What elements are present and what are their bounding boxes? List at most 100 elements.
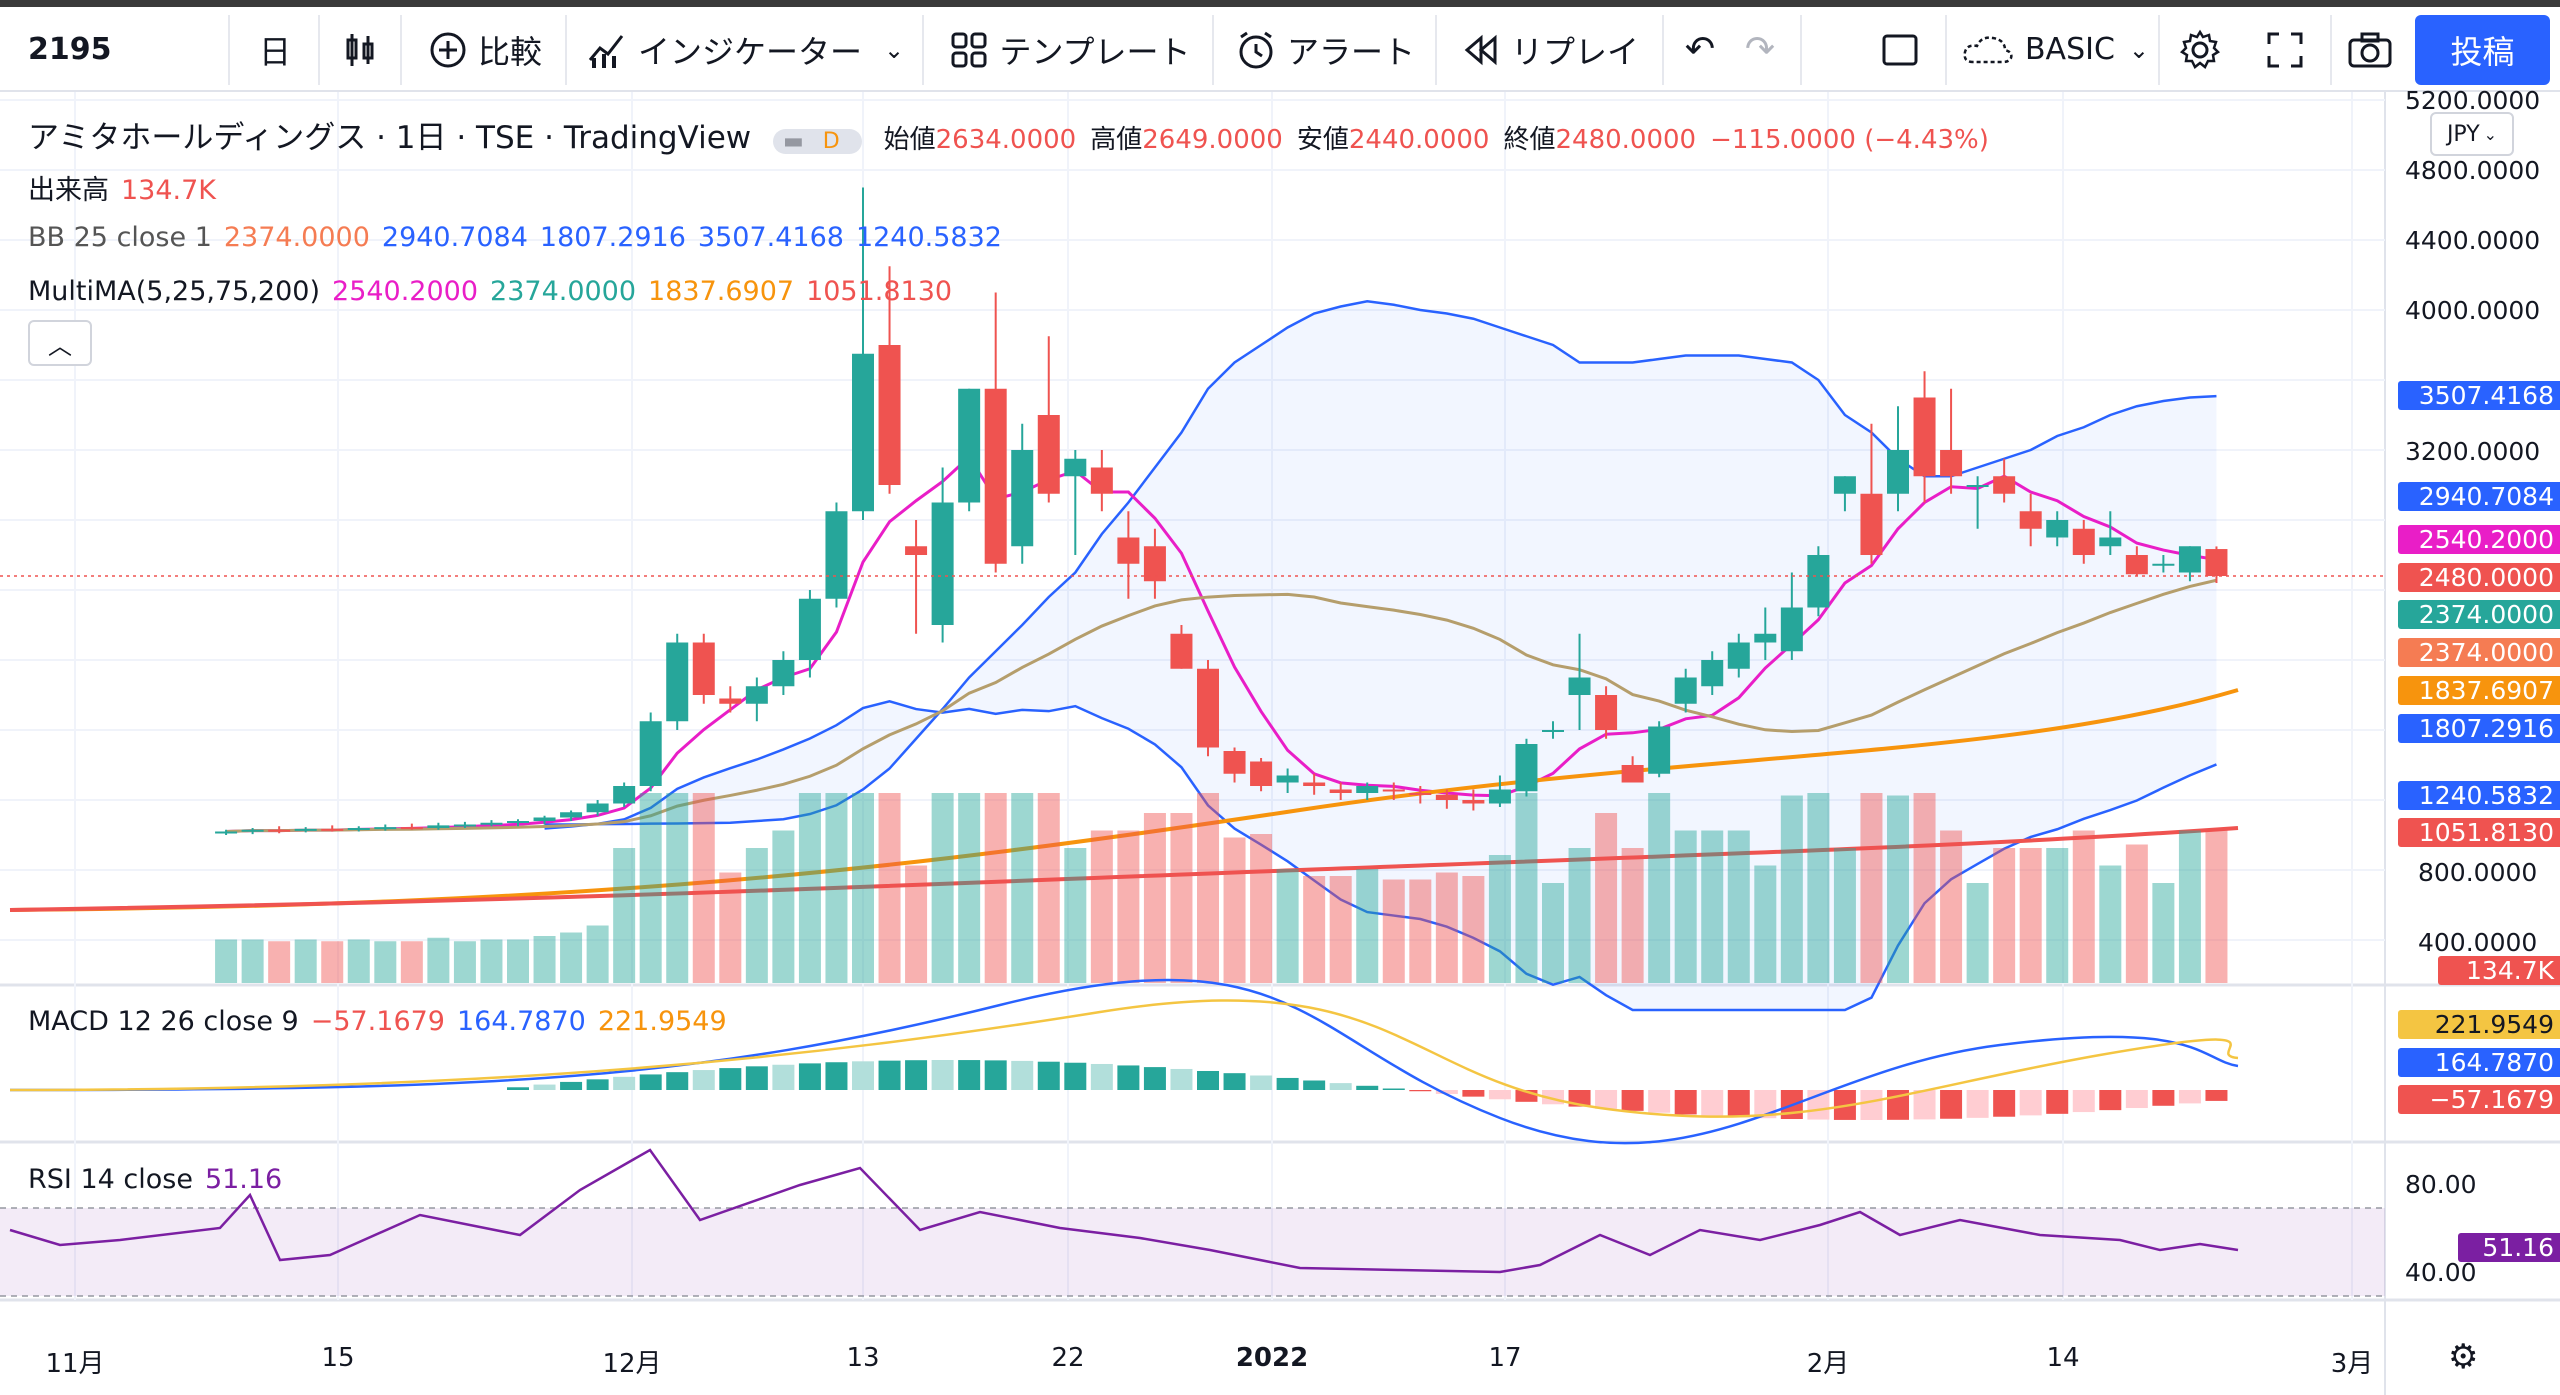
- candle-body: [2019, 511, 2042, 529]
- multima-label: MultiMA(5,25,75,200): [28, 276, 321, 307]
- ma5-line: [226, 454, 2217, 833]
- candle-body: [1701, 660, 1724, 687]
- layout-button[interactable]: BASIC ⌄: [1955, 7, 2155, 92]
- candle-body: [2046, 520, 2069, 538]
- candle-body: [1170, 633, 1193, 669]
- macd-histogram-bar: [1754, 1090, 1777, 1119]
- chart-canvas[interactable]: [0, 92, 2560, 1395]
- macd-histogram-bar: [1409, 1090, 1432, 1092]
- fullscreen-button[interactable]: [2250, 7, 2320, 92]
- publish-button[interactable]: 投稿: [2415, 15, 2550, 85]
- macd-histogram-bar: [825, 1062, 848, 1090]
- macd-value: 164.7870: [456, 1006, 586, 1037]
- candle-body: [400, 827, 423, 830]
- volume-legend[interactable]: 出来高 134.7K: [28, 168, 228, 207]
- ma200-line: [9, 826, 2239, 912]
- gear-icon: [2179, 29, 2221, 69]
- volume-bar: [1197, 793, 1219, 983]
- candle-body: [1329, 789, 1352, 793]
- price-axis-label: 3200.0000: [2405, 437, 2541, 466]
- macd-badge: 221.9549: [2398, 1010, 2560, 1039]
- interval-button[interactable]: 日: [235, 7, 315, 92]
- volume-bar: [1860, 793, 1883, 983]
- replay-button[interactable]: リプレイ: [1450, 7, 1650, 92]
- candle-body: [1223, 751, 1246, 774]
- volume-bar: [374, 941, 397, 983]
- rsi-axis-label: 80.00: [2405, 1170, 2477, 1199]
- macd-histogram-bar: [958, 1060, 981, 1090]
- ma200-value: 1051.8130: [806, 276, 953, 307]
- templates-button[interactable]: テンプレート: [935, 7, 1205, 92]
- price-badge: 2940.7084: [2398, 482, 2560, 511]
- alert-button[interactable]: アラート: [1225, 7, 1425, 92]
- price-badge: 1240.5832: [2398, 781, 2560, 810]
- compare-button[interactable]: 比較: [410, 7, 560, 92]
- macd-histogram-bar: [666, 1072, 689, 1090]
- candle-body: [1409, 793, 1432, 795]
- macd-histogram-bar: [1701, 1090, 1724, 1116]
- currency-select[interactable]: JPY ⌄: [2430, 112, 2514, 156]
- toolbar-divider: [1212, 15, 1214, 85]
- volume-bar: [1833, 848, 1856, 983]
- ma75-line: [9, 688, 2239, 912]
- bb-legend[interactable]: BB 25 close 1 2374.0000 2940.7084 1807.2916…: [28, 222, 1014, 253]
- collapse-legend-button[interactable]: ︿: [28, 320, 92, 366]
- symbol-search-button[interactable]: 2195: [28, 7, 228, 92]
- volume-bar: [905, 865, 928, 983]
- rsi-band: [0, 1208, 2385, 1296]
- candle-body: [1621, 765, 1644, 783]
- candle-body: [905, 546, 928, 555]
- currency-label: JPY: [2446, 121, 2480, 147]
- volume-bar: [1515, 793, 1538, 983]
- price-axis-label: 4400.0000: [2405, 226, 2541, 255]
- snapshot-button[interactable]: [2335, 7, 2405, 92]
- candle-body: [1250, 761, 1273, 786]
- undo-button[interactable]: ↶: [1670, 7, 1730, 92]
- chevron-down-icon: ⌄: [2483, 124, 2498, 144]
- bar-style-button[interactable]: [325, 7, 395, 92]
- settings-button[interactable]: [2165, 7, 2235, 92]
- macd-histogram-bar: [719, 1068, 742, 1090]
- volume-bar: [1462, 876, 1485, 983]
- macd-histogram-bar: [2099, 1090, 2122, 1111]
- ma25-value: 2374.0000: [490, 276, 637, 307]
- multima-legend[interactable]: MultiMA(5,25,75,200) 2540.2000 2374.0000 18…: [28, 276, 964, 307]
- rsi-value: 51.16: [204, 1164, 283, 1195]
- macd-histogram-bar: [1940, 1090, 1963, 1119]
- redo-button[interactable]: ↷: [1730, 7, 1790, 92]
- macd-histogram-bar: [1356, 1085, 1379, 1090]
- candle-body: [1993, 476, 2016, 494]
- time-axis-label: 14: [2046, 1343, 2080, 1373]
- indicators-label: インジケーター: [637, 32, 862, 71]
- bb-lower-line: [544, 700, 2217, 1012]
- volume-bar: [2205, 829, 2228, 983]
- candle-body: [719, 698, 742, 704]
- volume-bar: [1117, 830, 1140, 983]
- volume-bar: [2046, 848, 2069, 983]
- macd-histogram-bar: [2178, 1090, 2201, 1104]
- candle-body: [1674, 677, 1697, 704]
- chart-title-legend: アミタホールディングス · 1日 · TSE · TradingView ▬ D…: [28, 120, 1989, 156]
- fullscreen-layout-button[interactable]: [1860, 7, 1940, 92]
- macd-histogram-bar: [2019, 1090, 2042, 1116]
- macd-histogram-bar: [1648, 1090, 1671, 1113]
- volume-bar: [1250, 834, 1273, 983]
- interval-label: 日: [258, 32, 291, 71]
- volume-bar: [1037, 793, 1060, 983]
- macd-legend[interactable]: MACD 12 26 close 9 −57.1679 164.7870 221.95…: [28, 1006, 739, 1037]
- rsi-legend[interactable]: RSI 14 close 51.16: [28, 1164, 294, 1195]
- macd-histogram-bar: [507, 1087, 529, 1090]
- price-badge: 1837.6907: [2398, 676, 2560, 705]
- candle-body: [586, 803, 609, 813]
- volume-value: 134.7K: [121, 175, 217, 206]
- chevron-up-icon: ︿: [48, 331, 72, 360]
- macd-badge: −57.1679: [2398, 1085, 2560, 1114]
- volume-bar: [1940, 830, 1963, 983]
- time-axis-label: 15: [321, 1343, 355, 1373]
- indicators-button[interactable]: インジケーター ⌄: [580, 7, 910, 92]
- chart-settings-icon[interactable]: ⚙: [2448, 1337, 2479, 1377]
- time-axis-label: 22: [1051, 1343, 1085, 1373]
- bb-basis: 2374.0000: [223, 222, 370, 253]
- candle-body: [1197, 668, 1219, 748]
- candle-body: [533, 817, 556, 821]
